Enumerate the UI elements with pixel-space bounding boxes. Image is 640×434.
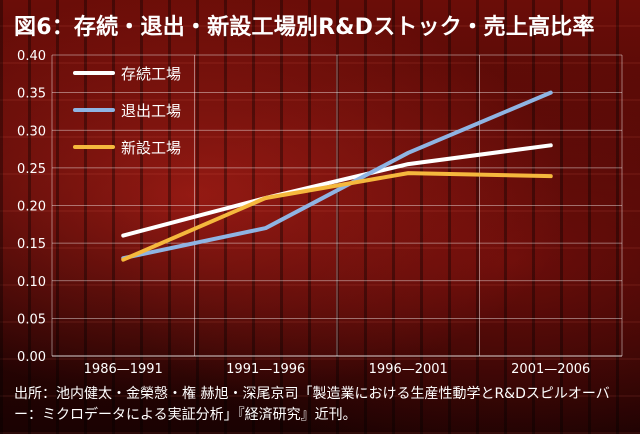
x-tick-label: 2001—2006 <box>511 362 590 377</box>
x-tick-label: 1986—1991 <box>84 362 163 377</box>
legend-label: 退出工場 <box>121 102 181 120</box>
data-point <box>407 162 410 166</box>
data-point <box>407 171 410 175</box>
y-tick-label: 0.35 <box>17 87 46 102</box>
source-note: 出所：池内健太・金榮愨・権 赫旭・深尾京司「製造業における生産性動学とR&Dスピ… <box>14 386 610 423</box>
series-line <box>121 143 553 238</box>
legend-label: 新設工場 <box>121 139 181 157</box>
y-tick-label: 0.25 <box>17 162 46 177</box>
y-tick-label: 0.10 <box>17 275 46 290</box>
x-axis: 1986—1991 1991—1996 1996—2001 2001—2006 <box>84 362 591 377</box>
series-line <box>121 90 553 261</box>
data-point <box>407 151 410 155</box>
data-point <box>549 144 552 147</box>
x-tick-label: 1996—2001 <box>369 362 448 377</box>
y-tick-label: 0.30 <box>17 124 46 139</box>
x-tick-label: 1991—1996 <box>226 362 305 377</box>
data-point <box>549 174 552 178</box>
y-tick-label: 0.15 <box>17 237 46 252</box>
y-tick-label: 0.40 <box>17 49 46 64</box>
data-point <box>264 226 267 230</box>
y-tick-label: 0.20 <box>17 200 46 215</box>
y-axis: 0.00 0.05 0.10 0.15 0.20 0.25 0.30 0.35 0.40 <box>17 49 46 365</box>
legend-label: 存続工場 <box>121 65 181 83</box>
grid-lines <box>51 54 623 357</box>
y-tick-label: 0.05 <box>17 312 46 327</box>
data-point <box>122 258 125 261</box>
data-point <box>549 91 552 94</box>
chart-title: 図6：存続・退出・新設工場別R&Dストック・売上高比率 <box>14 15 595 40</box>
series-lines <box>121 90 553 262</box>
y-tick-label: 0.00 <box>17 350 46 365</box>
series-line <box>121 171 553 262</box>
data-point <box>264 196 267 200</box>
data-point <box>122 234 125 237</box>
